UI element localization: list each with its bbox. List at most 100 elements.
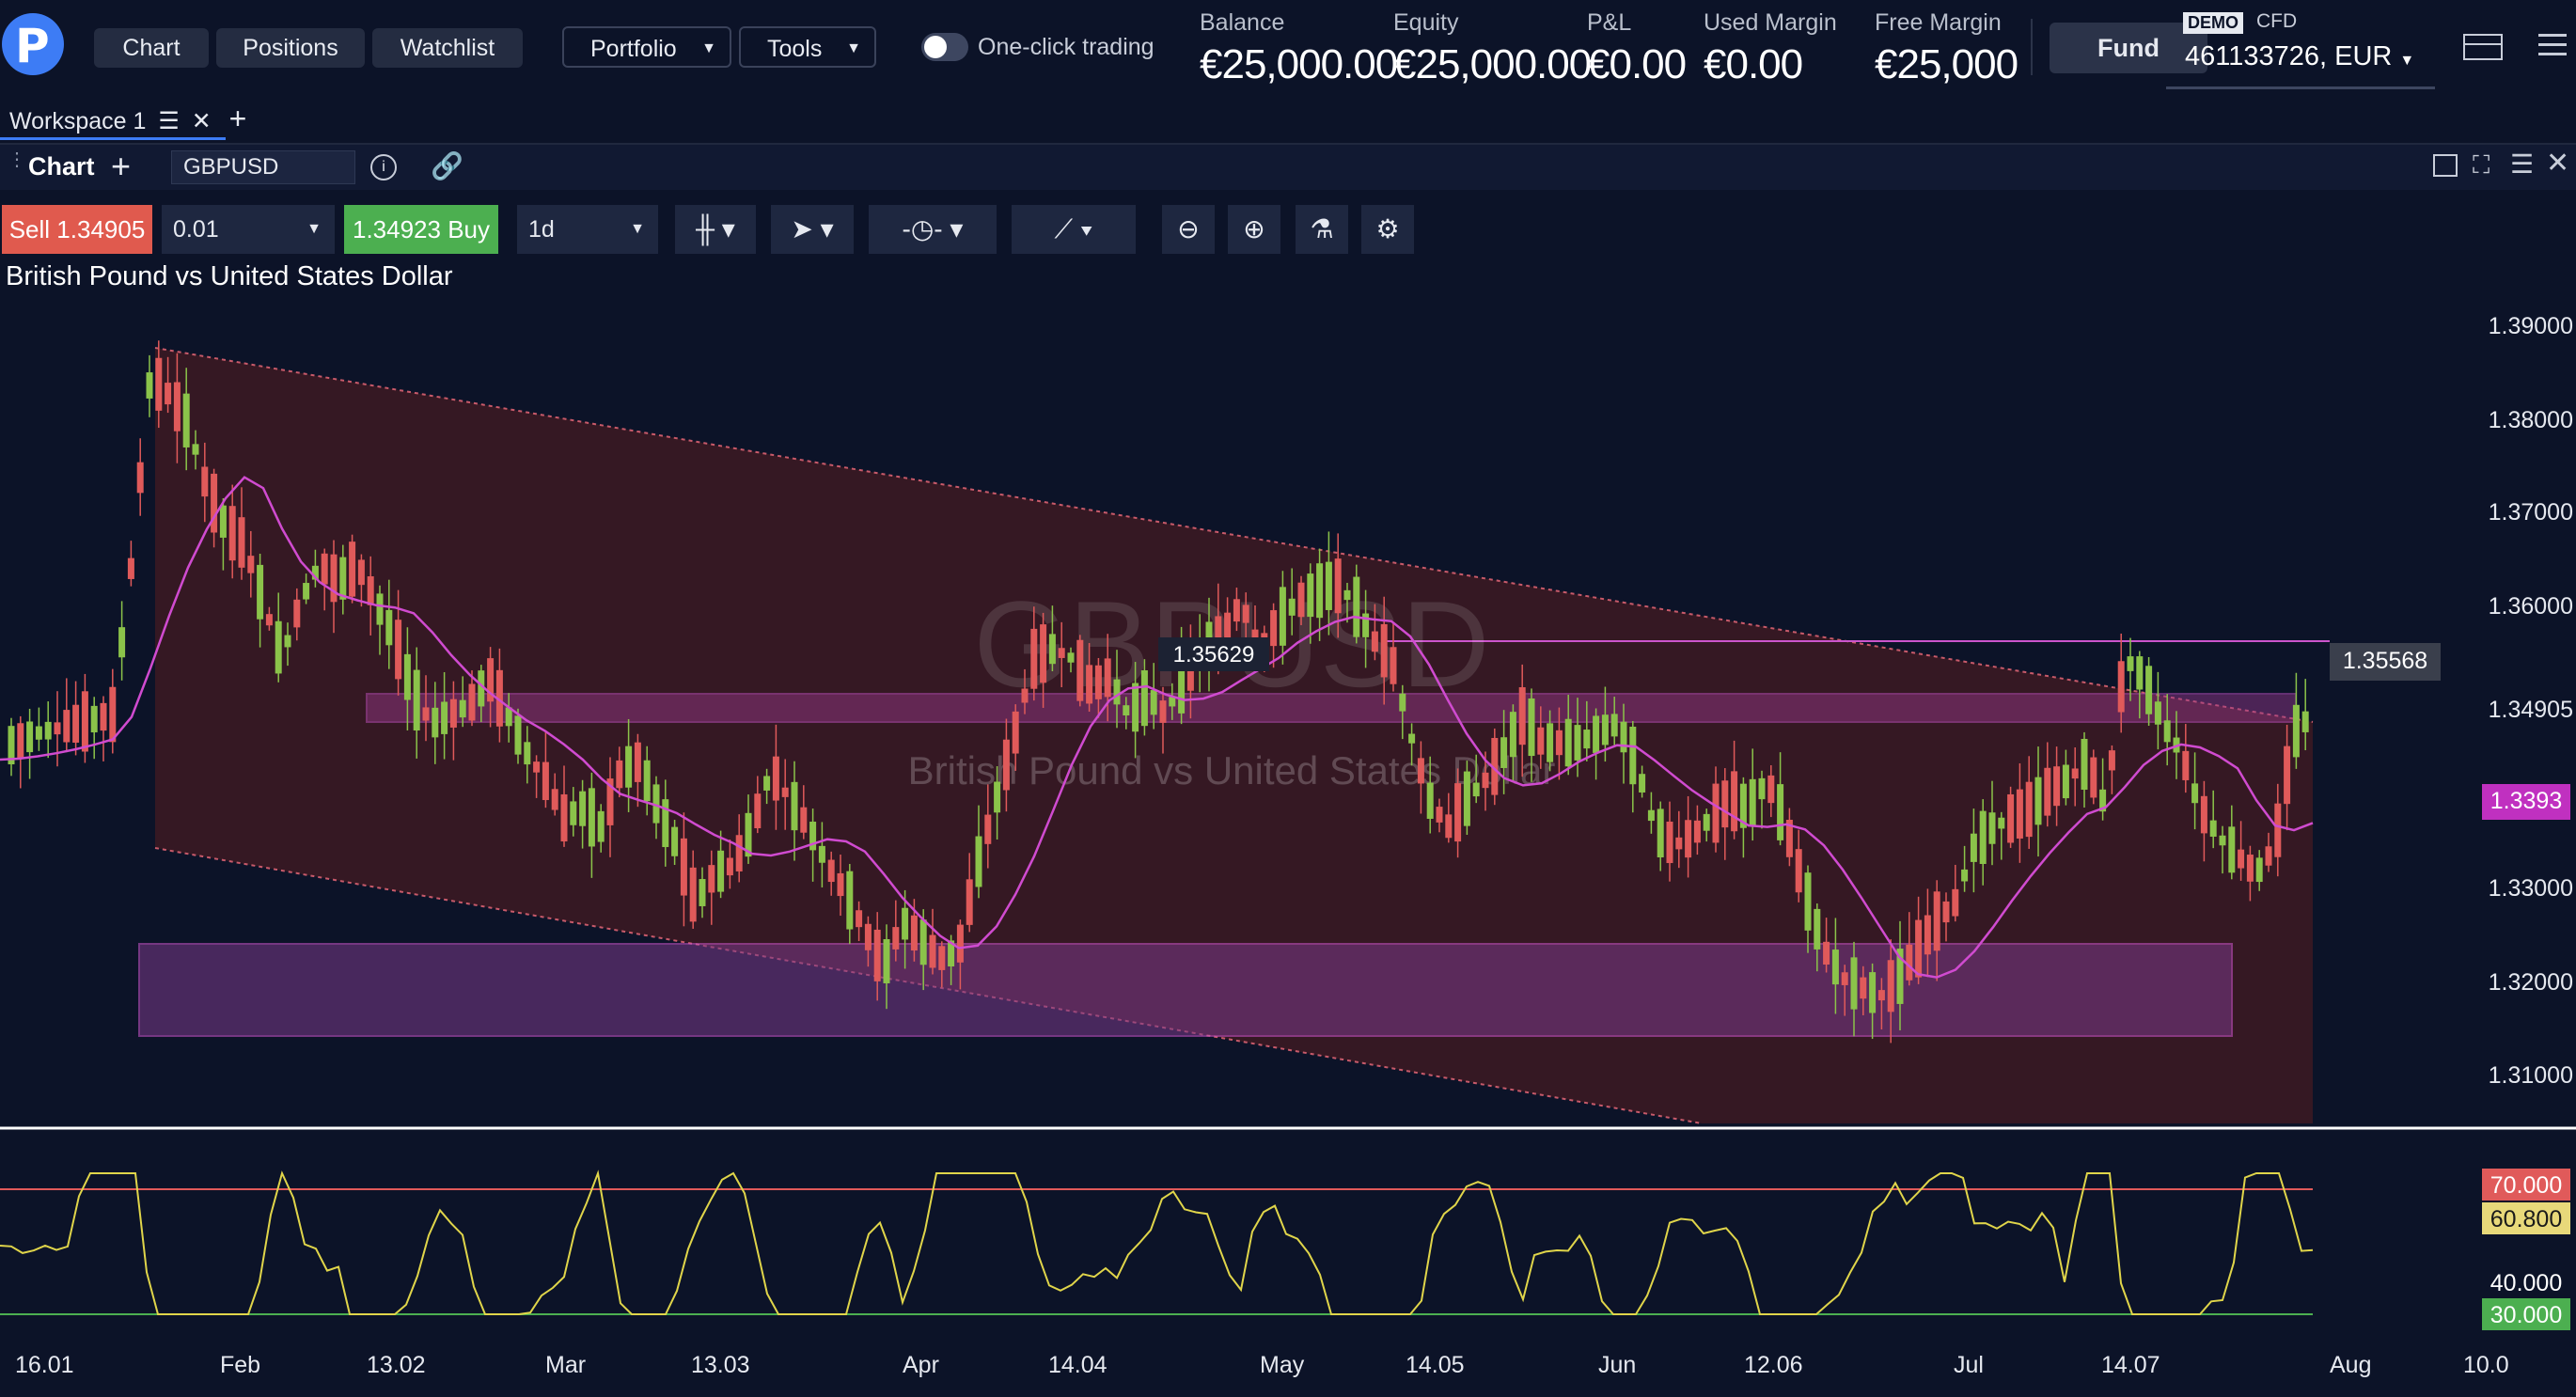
one-click-trading-label: One-click trading [978, 34, 1154, 60]
workspace-tab[interactable]: Workspace 1 ☰ ✕ + [9, 102, 246, 136]
candle-body [2062, 764, 2069, 799]
rsi-line [0, 1169, 2314, 1315]
menu-icon[interactable]: ☰ [2510, 149, 2535, 179]
candle-body [90, 705, 98, 733]
price-tick-label: 1.37000 [2489, 499, 2573, 526]
candle-body [1666, 821, 1673, 864]
trendline-icon[interactable]: ⟋ ▾ [1012, 205, 1136, 254]
crosshair-time-icon[interactable]: -◷- ▾ [869, 205, 997, 254]
pepperstone-logo[interactable]: P [2, 13, 64, 75]
candlestick-type-icon[interactable]: ╫ ▾ [675, 205, 756, 254]
add-chart-icon[interactable]: + [111, 147, 132, 185]
candle-body [459, 699, 466, 718]
candle-body [791, 781, 798, 831]
candle-body [1583, 730, 1591, 749]
nav-chart-button[interactable]: Chart [94, 28, 209, 68]
candle-body [1685, 820, 1692, 858]
used-margin-value: €0.00 [1704, 41, 1803, 87]
candle-body [2025, 781, 2033, 838]
candle-body [1979, 810, 1987, 865]
candle-body [948, 940, 955, 966]
candle-body [625, 746, 633, 788]
add-workspace-icon[interactable]: + [228, 102, 247, 135]
settings-gear-icon[interactable]: ⚙ [1361, 205, 1414, 254]
nav-watchlist-button[interactable]: Watchlist [372, 28, 523, 68]
balance-value: €25,000.00 [1200, 41, 1398, 87]
candle-body [1417, 758, 1424, 784]
candle-body [487, 658, 495, 702]
price-marker-label: 1.35629 [1173, 642, 1255, 667]
candle-body [938, 946, 946, 970]
candle-body [883, 939, 890, 983]
timeframe-select[interactable]: 1d ▼ [517, 205, 658, 254]
info-icon[interactable]: i [370, 154, 397, 181]
link-icon[interactable]: 🔗 [431, 151, 463, 181]
resistance-zone[interactable] [366, 693, 2297, 723]
ma-price-label: 1.3393 [2490, 788, 2562, 814]
sell-button[interactable]: Sell 1.34905 [2, 205, 152, 254]
one-click-trading-toggle[interactable] [921, 33, 968, 61]
divider [2031, 19, 2033, 75]
indicators-flask-icon[interactable]: ⚗ [1296, 205, 1348, 254]
account-selector[interactable]: 461133726, EUR ▼ [2185, 41, 2414, 72]
price-marker-box [1158, 637, 1269, 671]
nav-positions-button[interactable]: Positions [216, 28, 365, 68]
zoom-out-icon[interactable]: ⊖ [1162, 205, 1215, 254]
candle-body [809, 822, 817, 851]
candle-body [643, 760, 651, 802]
candle-body [1445, 814, 1453, 839]
candle-body [2007, 793, 2015, 843]
price-tick-label: 1.36000 [2489, 593, 2573, 620]
candle-body [1887, 960, 1894, 1012]
fund-button[interactable]: Fund [2050, 23, 2207, 73]
used-margin-label: Used Margin [1704, 9, 1837, 36]
candle-body [201, 466, 209, 497]
candle-body [1380, 623, 1388, 678]
maximize-icon[interactable]: ⛶ [2473, 150, 2490, 179]
candle-body [228, 506, 236, 561]
candle-body [1316, 563, 1324, 619]
drag-handle-icon[interactable]: ⋮ [8, 149, 26, 170]
candle-body [1399, 693, 1406, 712]
candle-body [100, 702, 107, 731]
timeframe-value: 1d [528, 216, 555, 243]
price-tick-label: 1.34905 [2489, 697, 2573, 723]
candle-body [1998, 817, 2005, 829]
hamburger-menu-icon[interactable] [2538, 34, 2567, 58]
candle-body [966, 879, 973, 925]
time-axis-label: 14.04 [1048, 1352, 1107, 1378]
candle-body [1500, 737, 1508, 768]
price-chart[interactable]: GBPUSD British Pound vs United States Do… [0, 267, 2576, 1397]
candle-body [542, 761, 549, 801]
candle-body [1334, 558, 1342, 614]
candle-body [1703, 813, 1710, 831]
candle-body [422, 707, 430, 721]
close-icon[interactable]: ✕ [2546, 148, 2570, 179]
tools-dropdown[interactable]: Tools ▼ [739, 26, 876, 68]
quantity-select[interactable]: 0.01 ▼ [162, 205, 335, 254]
popout-icon[interactable] [2433, 154, 2458, 177]
cursor-icon[interactable]: ➤ ▾ [771, 205, 854, 254]
list-icon[interactable]: ☰ [158, 108, 180, 134]
candle-body [1518, 687, 1526, 746]
candle-body [1436, 807, 1443, 823]
candle-body [1509, 712, 1516, 758]
close-icon[interactable]: ✕ [191, 108, 212, 134]
buy-button[interactable]: 1.34923 Buy [344, 205, 498, 254]
candle-body [1860, 977, 1867, 999]
zoom-in-icon[interactable]: ⊕ [1228, 205, 1280, 254]
candle-body [2099, 789, 2107, 812]
layout-icon[interactable] [2463, 34, 2503, 60]
symbol-input[interactable]: GBPUSD [171, 150, 355, 184]
candle-body [1297, 582, 1305, 618]
candle-body [956, 924, 964, 963]
candle-body [975, 836, 982, 887]
candle-body [1463, 771, 1470, 826]
support-zone[interactable] [138, 943, 2233, 1037]
candle-body [284, 635, 291, 648]
candle-body [339, 557, 347, 600]
candle-body [1270, 610, 1278, 647]
portfolio-dropdown[interactable]: Portfolio ▼ [562, 26, 731, 68]
candle-body [2090, 757, 2097, 798]
free-margin-label: Free Margin [1875, 9, 2002, 36]
